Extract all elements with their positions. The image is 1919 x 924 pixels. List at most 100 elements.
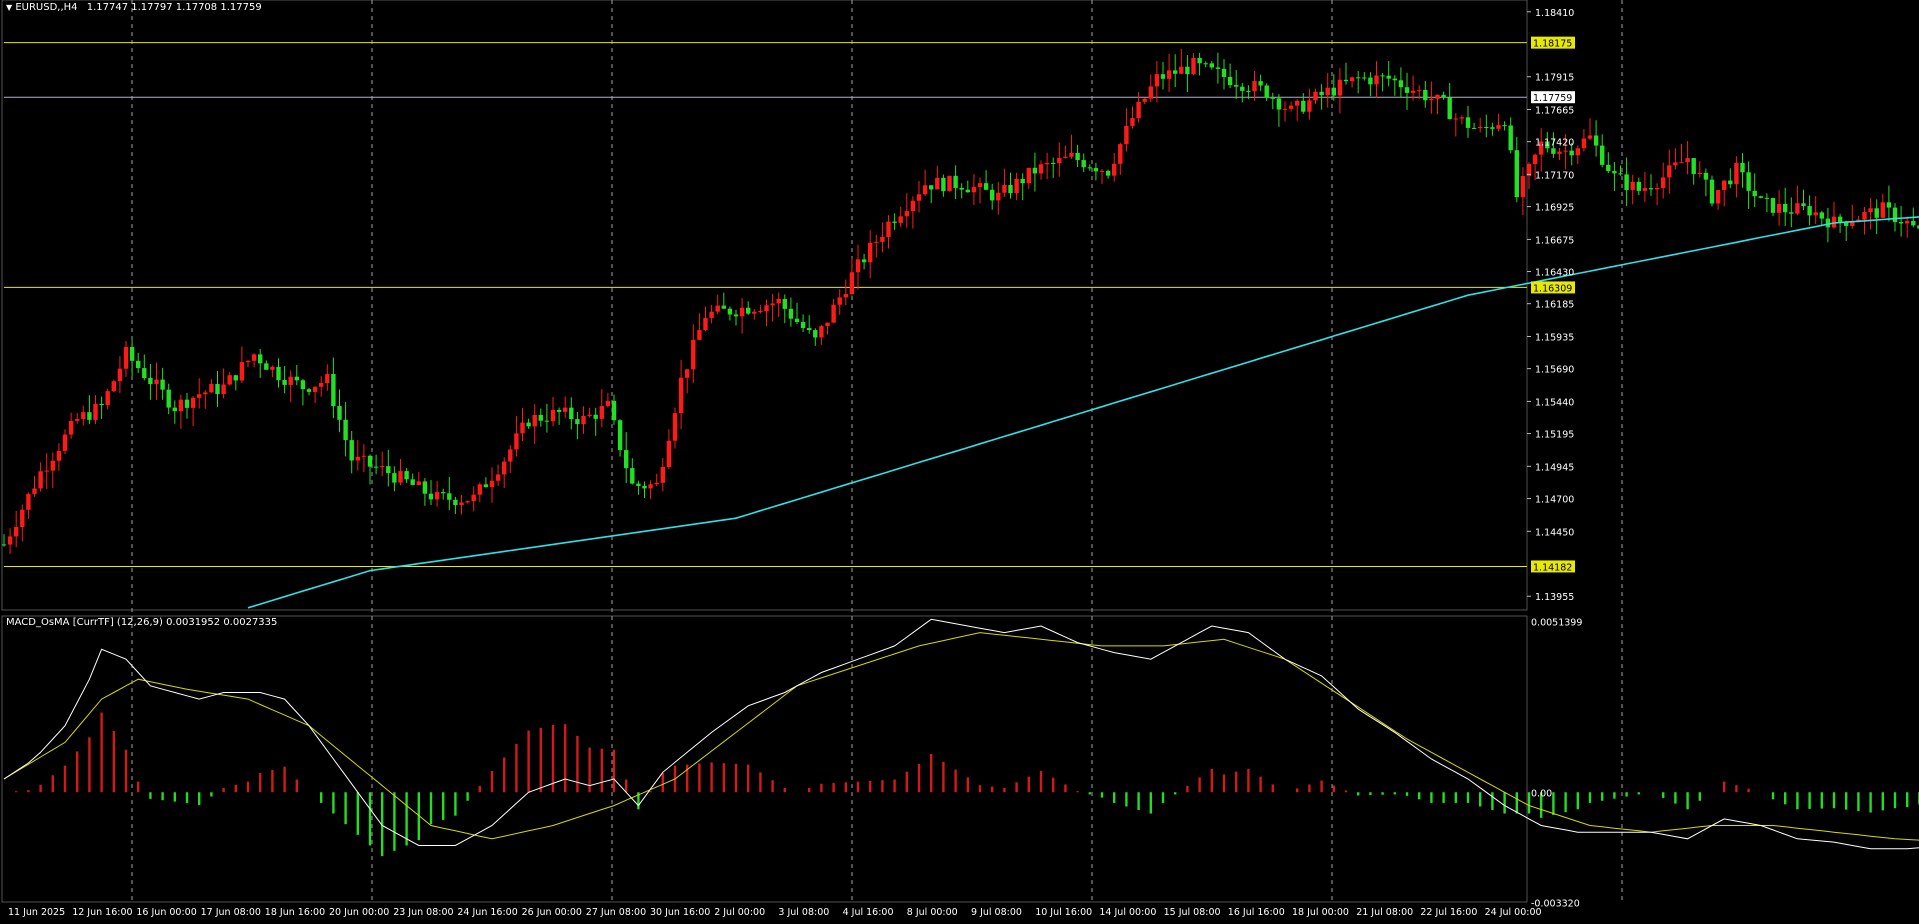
candle-body bbox=[1234, 85, 1239, 87]
candle-body bbox=[142, 368, 147, 379]
candle-body bbox=[837, 297, 842, 305]
candle-body bbox=[465, 501, 470, 503]
candle-body bbox=[337, 406, 342, 420]
candle-body bbox=[380, 466, 385, 468]
candle-body bbox=[1606, 164, 1611, 172]
x-tick-label: 18 Jul 00:00 bbox=[1292, 907, 1349, 918]
candle-body bbox=[593, 414, 598, 419]
candle-body bbox=[270, 366, 275, 370]
y-tick-label: 1.16925 bbox=[1535, 203, 1574, 214]
candle-body bbox=[1063, 156, 1068, 158]
candle-body bbox=[20, 509, 25, 527]
candle-body bbox=[1404, 87, 1410, 93]
y-tick-label: 1.16430 bbox=[1535, 268, 1574, 279]
candle-body bbox=[630, 468, 635, 484]
y-tick-label: 1.16185 bbox=[1535, 300, 1574, 311]
candle-body bbox=[1032, 167, 1038, 174]
osma-title: MACD_OsMA [CurrTF] (12,26,9) 0.0031952 0… bbox=[6, 617, 278, 628]
candle-body bbox=[660, 467, 665, 483]
candle-body bbox=[99, 403, 104, 406]
ohlc-readout: 1.17747 1.17797 1.17708 1.17759 bbox=[86, 2, 262, 13]
candle-body bbox=[538, 414, 543, 421]
osma-y-tick-label: 0.0051399 bbox=[1531, 617, 1582, 628]
candle-body bbox=[715, 305, 720, 312]
candle-body bbox=[56, 450, 62, 461]
candle-body bbox=[1148, 86, 1153, 99]
candle-body bbox=[550, 409, 556, 422]
y-tick-label: 1.15440 bbox=[1535, 397, 1574, 408]
candle-body bbox=[300, 380, 306, 390]
candle-body bbox=[1429, 98, 1434, 101]
candle-body bbox=[258, 354, 263, 364]
candle-body bbox=[154, 379, 159, 385]
candle-body bbox=[398, 471, 403, 483]
candle-body bbox=[1246, 90, 1251, 92]
candle-body bbox=[14, 526, 19, 537]
signal-line bbox=[3, 632, 1919, 841]
dropdown-triangle-icon[interactable]: ▼ bbox=[6, 3, 13, 12]
candle-body bbox=[1703, 172, 1709, 180]
candle-body bbox=[794, 318, 800, 323]
candle-body bbox=[1478, 126, 1483, 129]
candle-body bbox=[1618, 173, 1623, 175]
price-tag-label: 1.16309 bbox=[1533, 283, 1572, 294]
candle-body bbox=[1051, 162, 1056, 164]
candle-body bbox=[1160, 74, 1166, 79]
candle-body bbox=[1911, 220, 1916, 226]
candle-body bbox=[1917, 225, 1919, 229]
candle-body bbox=[1423, 89, 1428, 101]
candle-body bbox=[441, 492, 446, 494]
candle-body bbox=[752, 311, 757, 314]
x-tick-label: 16 Jul 16:00 bbox=[1228, 907, 1285, 918]
candle-body bbox=[1459, 117, 1465, 119]
candle-body bbox=[453, 499, 458, 506]
candle-body bbox=[532, 414, 537, 427]
candle-body bbox=[1837, 216, 1843, 222]
candle-body bbox=[1081, 160, 1086, 168]
candle-body bbox=[1709, 179, 1715, 204]
candle-body bbox=[764, 305, 769, 312]
candle-body bbox=[282, 380, 287, 385]
candle-body bbox=[996, 192, 1001, 201]
candle-body bbox=[1276, 98, 1282, 110]
candle-body bbox=[294, 376, 299, 381]
candle-body bbox=[849, 272, 855, 295]
candle-body bbox=[1197, 57, 1202, 64]
candle-body bbox=[410, 479, 415, 485]
candle-body bbox=[1496, 125, 1501, 129]
candle-body bbox=[758, 311, 763, 313]
candle-body bbox=[373, 466, 379, 468]
candle-body bbox=[929, 185, 934, 190]
x-tick-label: 2 Jul 00:00 bbox=[714, 907, 765, 918]
candle-body bbox=[178, 399, 184, 412]
candle-body bbox=[1807, 206, 1812, 216]
candle-body bbox=[904, 211, 909, 217]
candle-body bbox=[1099, 170, 1105, 172]
candle-body bbox=[1465, 117, 1471, 128]
candle-body bbox=[264, 363, 269, 370]
candle-body bbox=[1410, 90, 1416, 93]
candle-body bbox=[1057, 157, 1062, 164]
candle-body bbox=[38, 471, 43, 489]
candle-body bbox=[831, 304, 836, 323]
candle-body bbox=[50, 460, 55, 471]
candle-body bbox=[1130, 118, 1135, 126]
candle-body bbox=[1002, 185, 1007, 193]
candle-body bbox=[7, 536, 13, 545]
candle-body bbox=[245, 360, 251, 363]
symbol-header: ▼ EURUSD,,H4 1.17747 1.17797 1.17708 1.1… bbox=[6, 2, 262, 13]
candle-body bbox=[1831, 216, 1837, 228]
candle-body bbox=[520, 422, 525, 434]
main-panel-border bbox=[1, 0, 1528, 611]
y-tick-label: 1.18410 bbox=[1535, 8, 1574, 19]
candle-body bbox=[1648, 188, 1654, 190]
candle-body bbox=[1868, 208, 1873, 212]
candle-body bbox=[331, 374, 336, 407]
candle-body bbox=[129, 347, 135, 361]
candle-body bbox=[1374, 75, 1379, 85]
candle-body bbox=[1575, 148, 1580, 156]
candle-body bbox=[709, 311, 714, 318]
candle-body bbox=[1313, 91, 1318, 101]
